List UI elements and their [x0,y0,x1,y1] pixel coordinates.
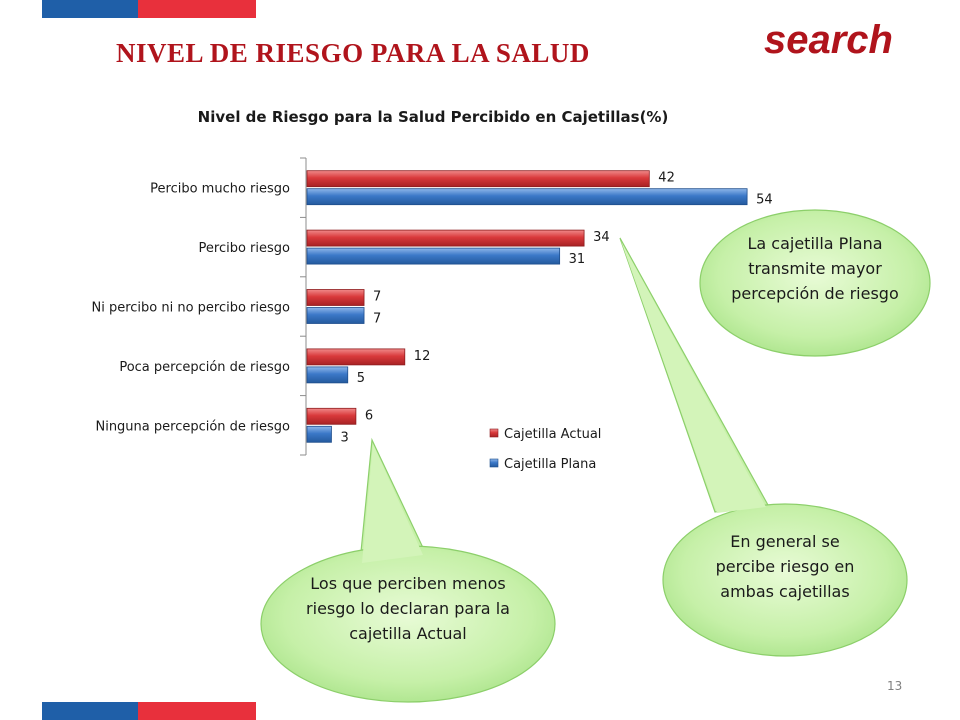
slide-title: NIVEL DE RIESGO PARA LA SALUD [116,38,590,68]
bar-actual [306,348,406,366]
data-label: 31 [569,252,586,267]
data-label: 54 [756,193,773,208]
bar-actual [306,229,585,247]
bar-plana [306,247,561,265]
data-label: 5 [357,371,365,386]
callout-general-shape [619,237,908,657]
legend-label: Cajetilla Plana [504,457,596,472]
chart-title: Nivel de Riesgo para la Salud Percibido … [197,108,669,126]
bar-actual [306,289,365,306]
data-label: 7 [373,290,381,305]
bar-plana [306,366,349,384]
bar-plana [306,307,365,324]
data-label: 12 [414,349,431,364]
category-label: Ni percibo ni no percibo riesgo [91,301,290,316]
callout-plana-shape [699,209,931,357]
category-label: Ninguna percepción de riesgo [95,419,290,434]
page-number: 13 [887,679,903,693]
bar-plana [306,425,332,443]
data-label: 34 [593,230,610,245]
legend-swatch [489,428,499,438]
legend-swatch [489,458,499,468]
bar-actual [306,170,650,188]
callout-actual: Los que perciben menos riesgo lo declara… [306,574,510,643]
data-label: 6 [365,408,373,423]
category-label: Poca percepción de riesgo [119,360,290,375]
flag-stripe-bottom [42,702,256,720]
bar-actual [306,407,357,425]
data-label: 7 [373,312,381,327]
callout-general: En general se percibe riesgo en ambas ca… [715,532,855,601]
data-label: 42 [658,171,675,186]
callout-plana: La cajetilla Plana transmite mayor perce… [731,234,899,303]
flag-stripe-top [42,0,256,18]
search-link[interactable]: search [764,18,893,62]
bar-plana [306,188,748,206]
callout-actual-shape [260,437,556,703]
legend-label: Cajetilla Actual [504,427,601,442]
category-label: Percibo riesgo [199,241,291,256]
data-label: 3 [340,430,348,445]
category-label: Percibo mucho riesgo [150,182,290,197]
